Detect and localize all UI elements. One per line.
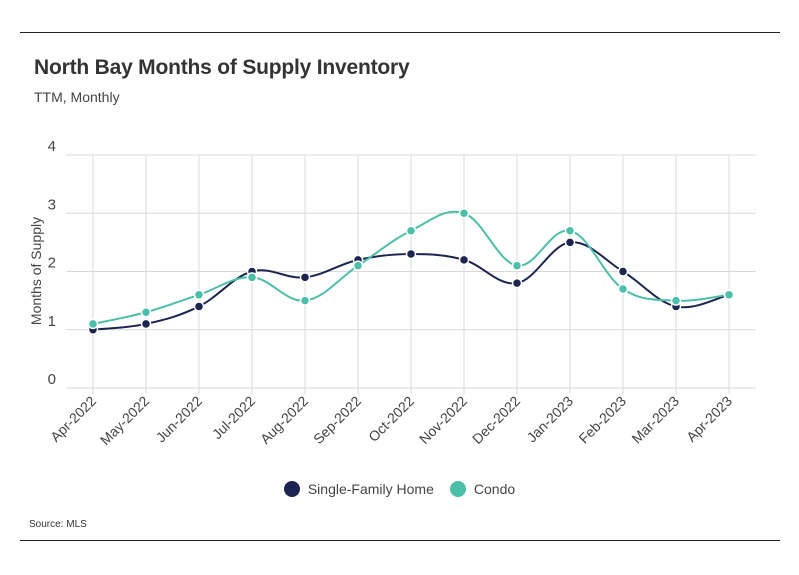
x-tick-label: Apr-2023 <box>683 393 735 445</box>
data-point-0 <box>193 301 205 312</box>
x-tick-label: Aug-2022 <box>257 393 311 447</box>
series-points <box>87 208 735 335</box>
legend-item-single-family: Single-Family Home <box>283 481 434 497</box>
y-tick-label: 1 <box>48 313 56 330</box>
y-axis-label: Months of Supply <box>28 217 44 325</box>
x-tick-label: Jul-2022 <box>209 393 258 442</box>
top-rule <box>20 32 780 33</box>
chart-title: North Bay Months of Supply Inventory <box>34 56 410 79</box>
legend-label-single-family: Single-Family Home <box>307 481 434 497</box>
legend-swatch-single-family <box>283 481 300 497</box>
bottom-rule <box>20 540 780 541</box>
source-note: Source: MLS <box>29 519 87 530</box>
data-point-0 <box>299 272 311 283</box>
data-point-1 <box>87 318 99 330</box>
data-point-1 <box>246 272 258 283</box>
data-point-1 <box>564 225 576 236</box>
data-point-1 <box>193 289 205 301</box>
x-tick-label: Sep-2022 <box>310 393 364 447</box>
data-point-1 <box>723 289 735 301</box>
x-tick-label: Oct-2022 <box>365 393 417 445</box>
data-point-0 <box>405 248 417 260</box>
data-point-0 <box>458 254 470 266</box>
data-point-1 <box>511 260 523 271</box>
legend-swatch-condo <box>449 481 466 497</box>
data-point-0 <box>617 266 629 277</box>
data-point-0 <box>564 237 576 248</box>
data-point-1 <box>140 307 152 318</box>
x-tick-label: Mar-2023 <box>628 393 682 447</box>
y-tick-label: 3 <box>48 196 56 213</box>
data-point-1 <box>352 260 364 271</box>
data-point-1 <box>458 208 470 219</box>
data-point-1 <box>670 295 682 306</box>
x-tick-label: Nov-2022 <box>416 393 470 447</box>
data-point-0 <box>511 277 523 289</box>
legend: Single-Family Home Condo <box>0 481 799 497</box>
grid-lines <box>66 154 756 394</box>
data-point-1 <box>299 295 311 306</box>
y-tick-label: 2 <box>48 255 56 272</box>
data-point-1 <box>405 225 417 236</box>
data-point-0 <box>140 318 152 330</box>
x-tick-label: May-2022 <box>97 393 152 448</box>
x-tick-label: Jan-2023 <box>524 393 577 446</box>
legend-label-condo: Condo <box>473 481 516 497</box>
x-tick-label: Dec-2022 <box>469 393 523 447</box>
y-tick-labels: 0 1 2 3 4 <box>48 138 56 388</box>
x-tick-label: Feb-2023 <box>575 393 629 447</box>
chart-subtitle: TTM, Monthly <box>34 89 120 105</box>
y-tick-label: 4 <box>48 138 56 155</box>
legend-item-condo: Condo <box>449 481 516 497</box>
y-tick-label: 0 <box>48 371 56 388</box>
x-tick-label: Apr-2022 <box>47 393 99 445</box>
x-tick-label: Jun-2022 <box>153 393 206 446</box>
data-point-1 <box>617 283 629 295</box>
